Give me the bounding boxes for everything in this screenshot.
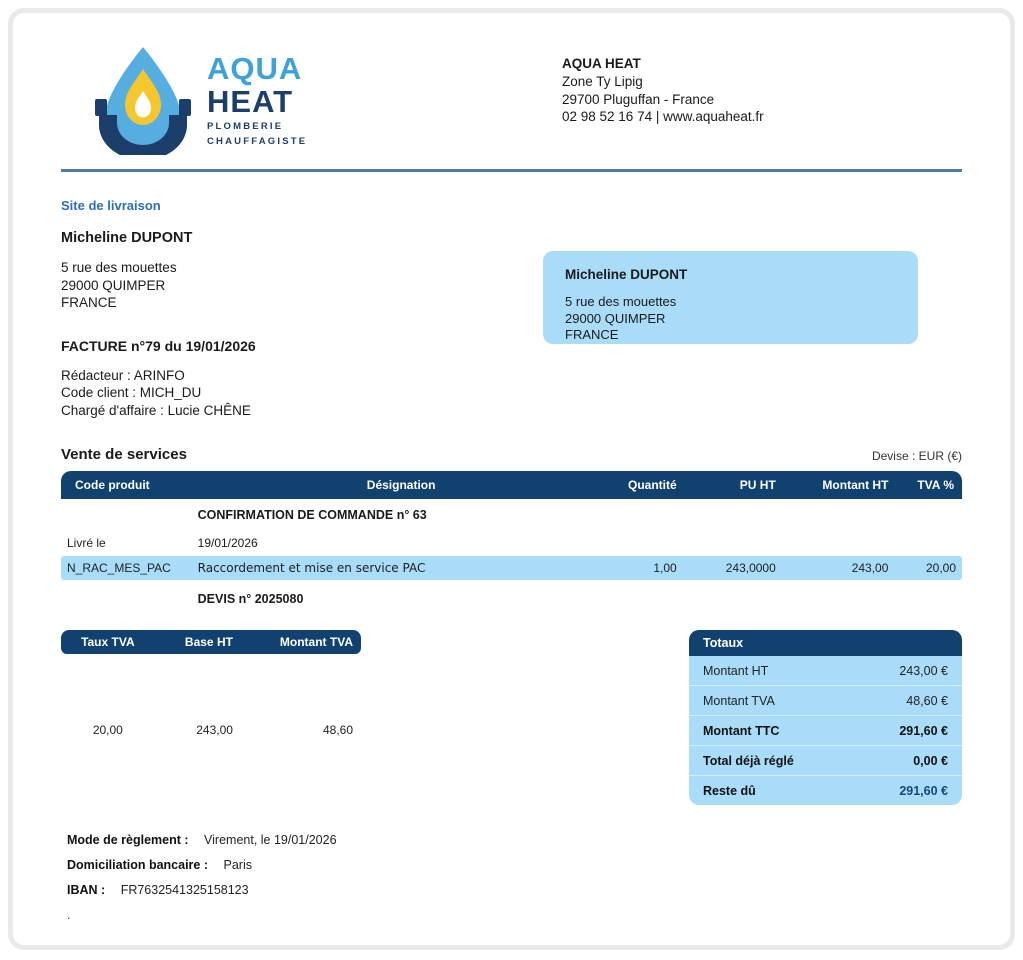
company-info: AQUA HEAT Zone Ty Lipig 29700 Pluguffan …	[562, 55, 962, 126]
invoice-meta: Rédacteur : ARINFO Code client : MICH_DU…	[61, 367, 962, 420]
header: AQUA HEAT PLOMBERIE CHAUFFAGISTE AQUA HE…	[61, 43, 962, 155]
cell-unit-price: 243,0000	[682, 556, 782, 581]
summary-section: Taux TVA Base HT Montant TVA 20,00 243,0…	[61, 630, 962, 806]
vat-col-taux: Taux TVA	[61, 630, 155, 655]
delivery-address-line3: FRANCE	[61, 295, 117, 311]
col-header-quantite: Quantité	[610, 471, 683, 500]
cell-designation: Raccordement et mise en service PAC	[191, 556, 611, 581]
delivery-address: 5 rue des mouettes 29000 QUIMPER FRANCE	[61, 259, 962, 312]
invoice-page: AQUA HEAT PLOMBERIE CHAUFFAGISTE AQUA HE…	[8, 8, 1015, 950]
iban-value: FR7632541325158123	[120, 883, 249, 898]
company-contact: 02 98 52 16 74 | www.aquaheat.fr	[562, 109, 764, 125]
bank-label: Domiciliation bancaire :	[67, 858, 209, 873]
invoice-charge-affaire: Chargé d'affaire : Lucie CHÊNE	[61, 403, 251, 419]
logo-sub-plomberie: PLOMBERIE	[207, 121, 284, 132]
vat-table: Taux TVA Base HT Montant TVA 20,00 243,0…	[61, 630, 361, 805]
col-header-code-produit: Code produit	[61, 471, 192, 500]
trailing-dot: .	[67, 908, 71, 923]
total-row-montant-ttc: Montant TTC 291,60 €	[689, 716, 962, 747]
cell-designation: 19/01/2026	[197, 536, 258, 551]
vat-base-value: 243,00	[196, 722, 233, 737]
cell-code: Livré le	[67, 536, 106, 551]
cell-vat-rate: 20,00	[894, 556, 962, 581]
customer-address-line2: 29000 QUIMPER	[565, 310, 666, 326]
total-row-deja-regle: Total déjà réglé 0,00 €	[689, 746, 962, 777]
col-header-designation: Désignation	[191, 471, 611, 500]
company-address-line1: Zone Ty Lipig	[562, 73, 643, 89]
total-label: Montant TTC	[703, 724, 780, 739]
table-row-service-item: N_RAC_MES_PAC Raccordement et mise en se…	[61, 556, 962, 581]
total-row-reste-du: Reste dû 291,60 €	[689, 776, 962, 805]
delivery-site-label: Site de livraison	[61, 198, 161, 213]
vat-rate-value: 20,00	[92, 722, 123, 737]
header-divider	[61, 169, 962, 172]
vat-col-montant-tva: Montant TVA	[240, 630, 361, 655]
total-label: Reste dû	[703, 784, 756, 799]
delivery-name: Micheline DUPONT	[61, 230, 193, 246]
col-header-tva: TVA %	[894, 471, 962, 500]
payment-mode-row: Mode de règlement : Virement, le 19/01/2…	[67, 833, 962, 847]
total-label: Total déjà réglé	[703, 754, 794, 769]
totals-title: Totaux	[689, 630, 962, 657]
logo-wordmark: AQUA HEAT PLOMBERIE CHAUFFAGISTE	[207, 53, 307, 146]
bank-domiciliation-row: Domiciliation bancaire : Paris	[67, 858, 962, 872]
vat-amount-value: 48,60	[322, 722, 353, 737]
section-header: Vente de services Devise : EUR (€)	[61, 446, 962, 463]
delivery-address-line1: 5 rue des mouettes	[61, 260, 177, 275]
vat-table-value-row: 20,00 243,00 48,60	[61, 654, 361, 805]
bank-value: Paris	[223, 858, 252, 873]
customer-address: 5 rue des mouettes 29000 QUIMPER FRANCE	[565, 294, 918, 344]
col-header-pu-ht: PU HT	[682, 471, 782, 500]
payment-mode-label: Mode de règlement :	[67, 833, 189, 848]
totals-box: Totaux Montant HT 243,00 € Montant TVA 4…	[689, 630, 962, 806]
total-label: Montant TVA	[703, 694, 775, 709]
company-logo: AQUA HEAT PLOMBERIE CHAUFFAGISTE	[93, 43, 307, 155]
total-value: 243,00 €	[899, 664, 948, 679]
customer-address-box: Micheline DUPONT 5 rue des mouettes 2900…	[543, 251, 918, 344]
company-name: AQUA HEAT	[562, 56, 641, 71]
cell-amount: 243,00	[781, 556, 895, 581]
table-row-devis: DEVIS n° 2025080	[61, 580, 962, 616]
cell-designation: CONFIRMATION DE COMMANDE n° 63	[197, 508, 427, 523]
cell-code: N_RAC_MES_PAC	[61, 556, 192, 581]
total-value: 0,00 €	[913, 754, 948, 769]
customer-address-line1: 5 rue des mouettes	[565, 294, 677, 309]
total-value: 291,60 €	[899, 784, 948, 799]
total-row-montant-tva: Montant TVA 48,60 €	[689, 686, 962, 717]
section-title: Vente de services	[61, 446, 187, 464]
items-table-header-row: Code produit Désignation Quantité PU HT …	[61, 471, 962, 500]
payment-mode-value: Virement, le 19/01/2026	[204, 833, 337, 848]
col-header-montant-ht: Montant HT	[781, 471, 895, 500]
delivery-address-line2: 29000 QUIMPER	[61, 277, 166, 293]
customer-name: Micheline DUPONT	[565, 267, 688, 282]
iban-label: IBAN :	[67, 883, 106, 898]
currency-label: Devise : EUR (€)	[871, 449, 962, 464]
items-table: Code produit Désignation Quantité PU HT …	[61, 471, 962, 616]
logo-word-heat: HEAT	[207, 84, 294, 119]
invoice-redacteur: Rédacteur : ARINFO	[61, 367, 185, 383]
customer-address-line3: FRANCE	[565, 327, 619, 343]
total-value: 48,60 €	[906, 694, 948, 709]
vat-col-base-ht: Base HT	[154, 630, 241, 655]
cell-code	[61, 499, 192, 530]
table-row-confirmation: CONFIRMATION DE COMMANDE n° 63	[61, 499, 962, 530]
payment-info: Mode de règlement : Virement, le 19/01/2…	[67, 833, 962, 922]
table-row-livre-le: Livré le 19/01/2026	[61, 530, 962, 556]
vat-table-header-row: Taux TVA Base HT Montant TVA	[61, 630, 361, 655]
cell-designation: DEVIS n° 2025080	[197, 592, 304, 607]
company-address-line2: 29700 Pluguffan - France	[562, 91, 715, 107]
total-row-montant-ht: Montant HT 243,00 €	[689, 656, 962, 687]
logo-sub-chauffagiste: CHAUFFAGISTE	[207, 135, 308, 147]
invoice-title: FACTURE n°79 du 19/01/2026	[61, 337, 256, 354]
logo-drop-flame-icon	[95, 47, 191, 155]
total-label: Montant HT	[703, 664, 769, 679]
cell-code	[61, 580, 192, 616]
invoice-code-client: Code client : MICH_DU	[61, 385, 202, 401]
cell-quantity: 1,00	[610, 556, 683, 581]
iban-row: IBAN : FR7632541325158123	[67, 883, 962, 897]
total-value: 291,60 €	[899, 724, 948, 739]
logo-word-aqua: AQUA	[207, 51, 303, 86]
